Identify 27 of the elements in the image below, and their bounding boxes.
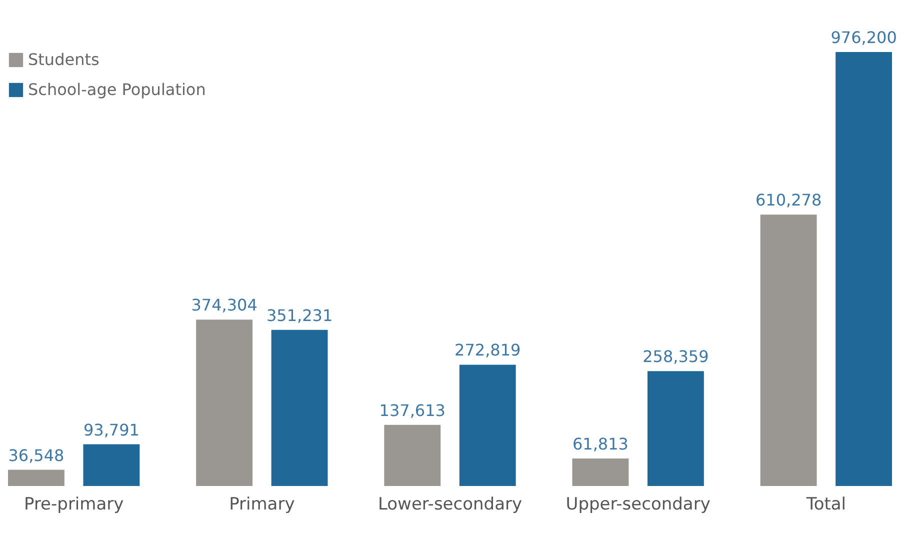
- data-label: 258,359: [642, 347, 709, 366]
- x-tick-label: Total: [805, 494, 846, 514]
- bar: [760, 214, 817, 486]
- bar: [196, 320, 253, 486]
- data-label: 137,613: [379, 400, 446, 420]
- data-label: 374,304: [191, 296, 258, 315]
- data-label: 351,231: [266, 306, 333, 325]
- bar: [83, 444, 140, 486]
- data-label: 36,548: [8, 446, 64, 465]
- bar: [836, 52, 892, 486]
- bar: [271, 330, 328, 486]
- x-tick-label: Primary: [229, 494, 295, 514]
- x-tick-label: Upper-secondary: [566, 494, 710, 514]
- bar: [8, 470, 64, 486]
- x-tick-label: Pre-primary: [24, 494, 124, 514]
- bar: [647, 371, 704, 486]
- bar: [459, 364, 516, 486]
- x-tick-label: Lower-secondary: [378, 494, 522, 514]
- data-label: 976,200: [830, 28, 897, 47]
- legend-label: School-age Population: [28, 80, 206, 99]
- legend-label: Students: [28, 50, 100, 69]
- data-label: 93,791: [83, 420, 140, 440]
- bar: [384, 424, 441, 486]
- data-label: 61,813: [572, 434, 628, 454]
- data-label: 610,278: [755, 190, 822, 210]
- data-label: 272,819: [454, 340, 521, 360]
- bar: [572, 458, 629, 486]
